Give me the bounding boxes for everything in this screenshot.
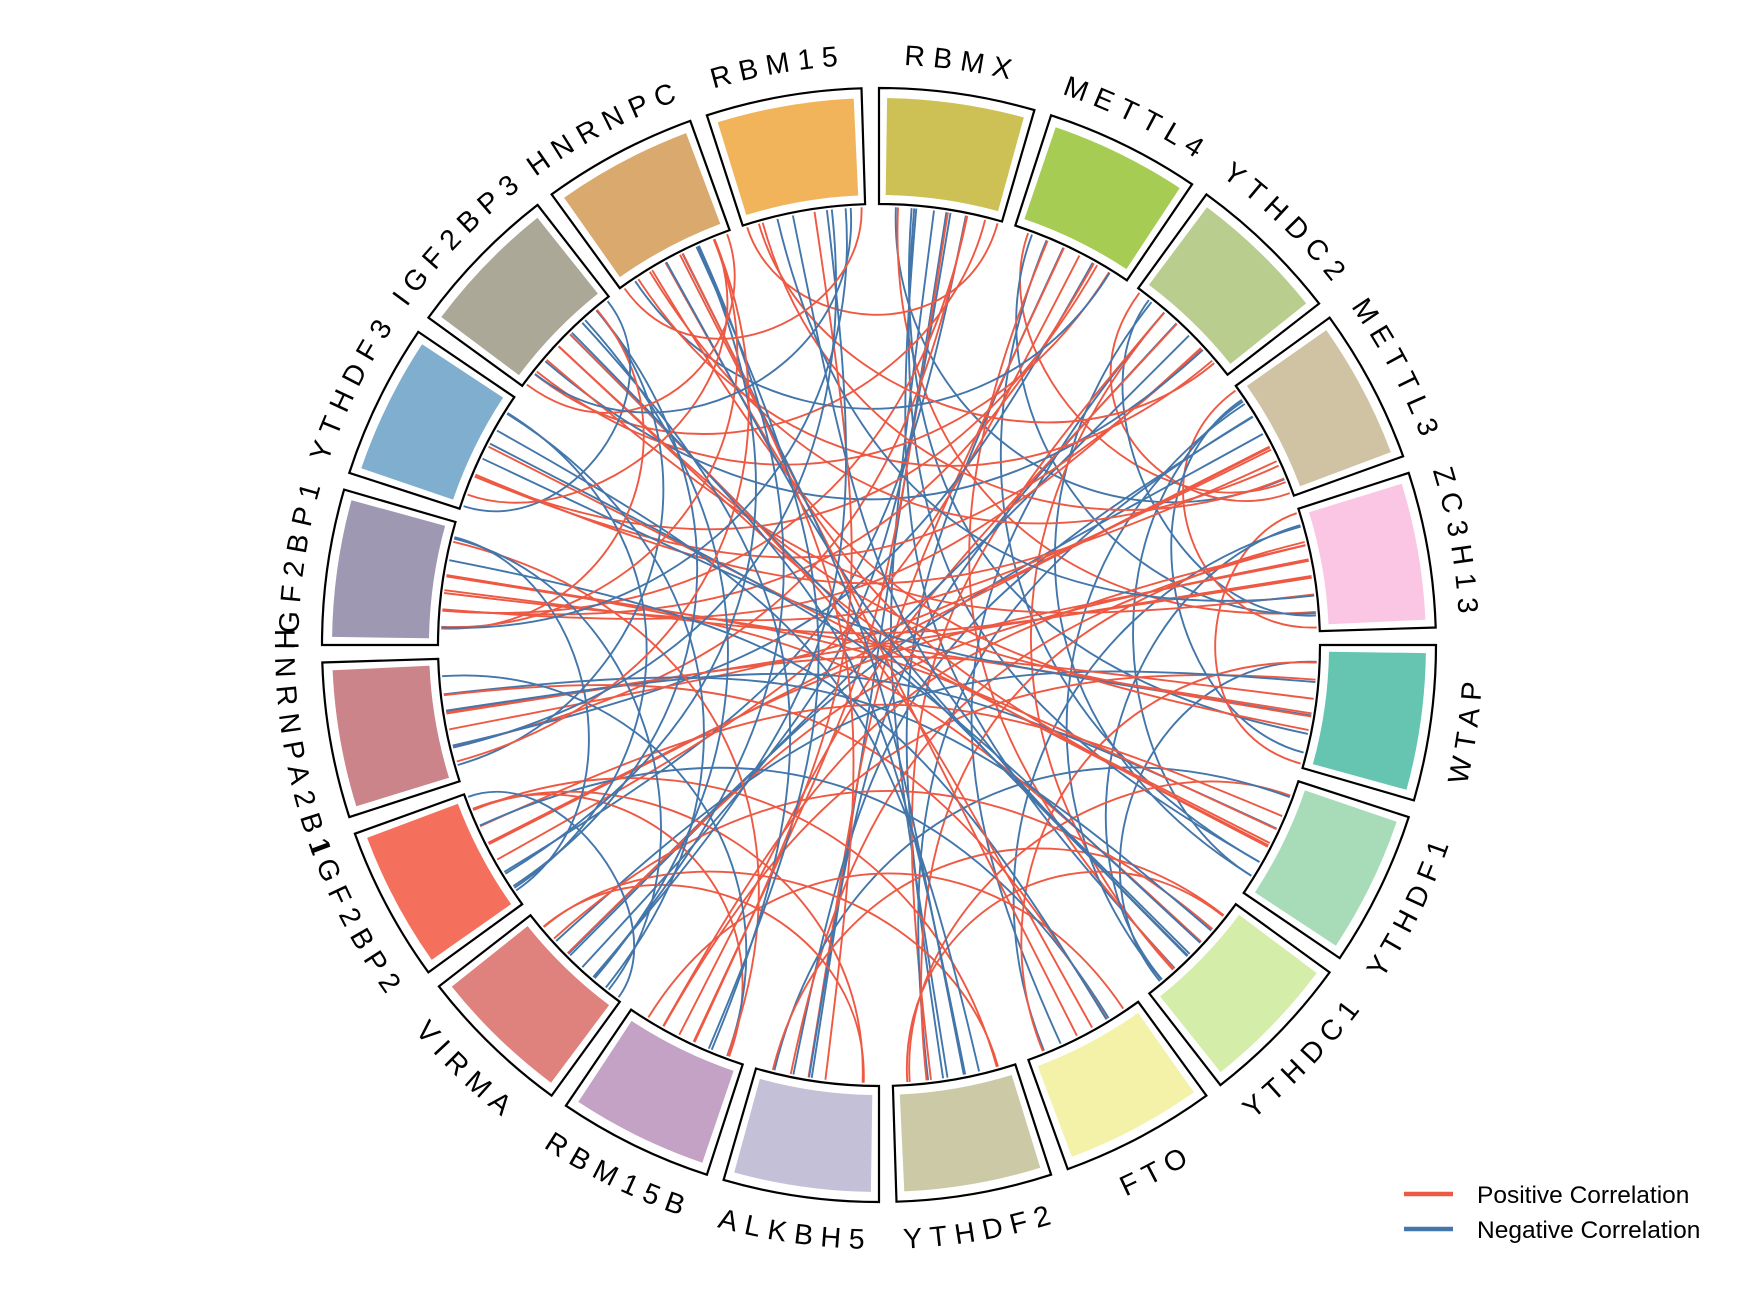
svg-text:Positive Correlation: Positive Correlation xyxy=(1477,1182,1689,1209)
svg-text:Negative Correlation: Negative Correlation xyxy=(1477,1217,1700,1244)
